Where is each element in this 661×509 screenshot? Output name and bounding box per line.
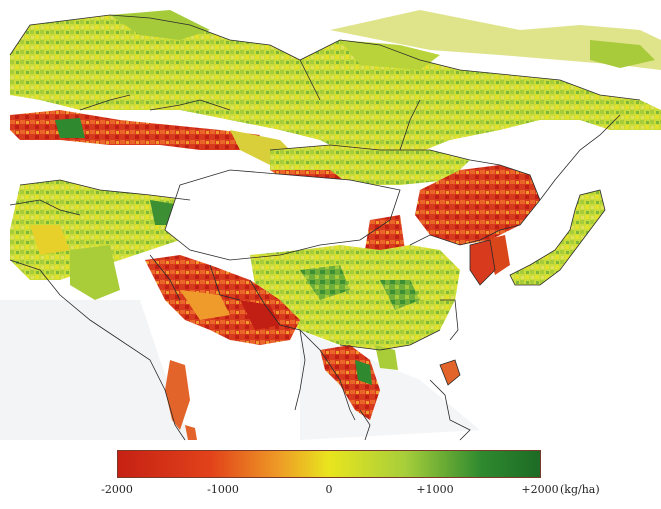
legend-tick-max: +2000 [521, 483, 559, 496]
legend-tick-min: -2000 [101, 483, 133, 496]
legend: -2000 -1000 0 +1000 +2000 (kg/ha) [101, 448, 600, 503]
legend-tick-neg: -1000 [207, 483, 239, 496]
region-north-eurasia [10, 10, 661, 160]
region-south-china [250, 245, 460, 350]
legend-color-bar [117, 450, 541, 478]
region-southeast-asia [320, 345, 398, 420]
coastlines-borders [9, 14, 641, 441]
sea-shading-west [0, 300, 190, 440]
legend-tick-zero: 0 [325, 483, 333, 496]
legend-unit: (kg/ha) [560, 483, 600, 496]
legend-tick-pos: +1000 [416, 483, 454, 496]
tibet-no-data [165, 170, 400, 260]
